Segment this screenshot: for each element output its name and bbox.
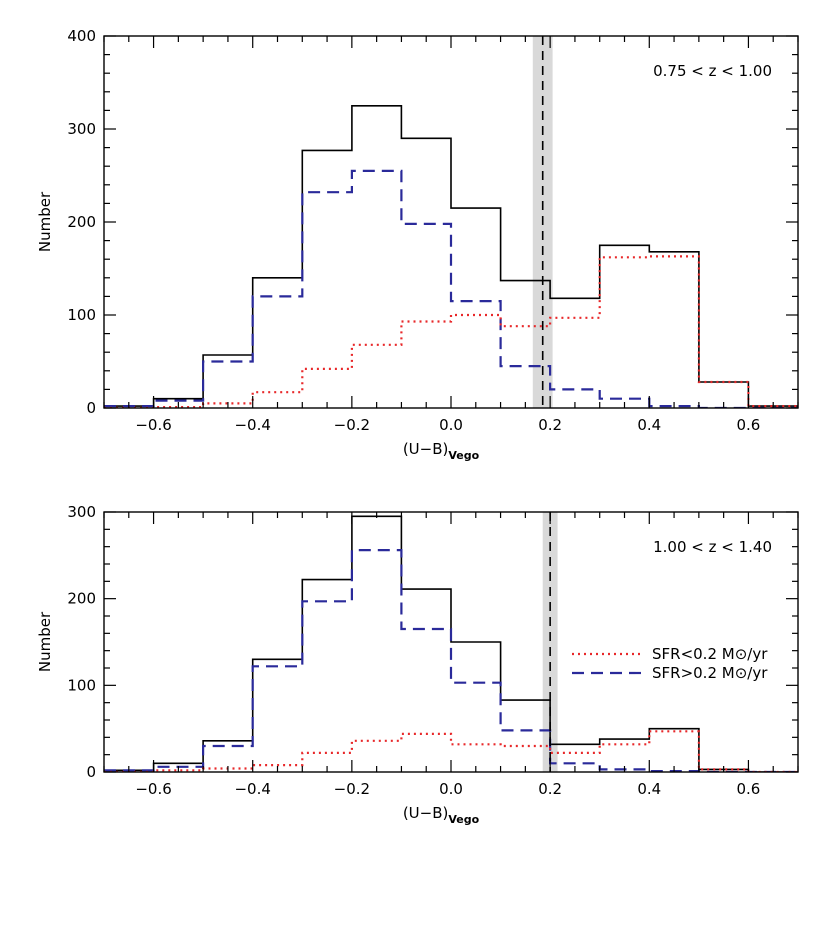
plot-area [104, 105, 798, 408]
x-tick-label: 0.0 [439, 780, 463, 798]
x-tick-label: −0.2 [334, 780, 370, 798]
x-tick-label: 0.0 [439, 416, 463, 434]
y-tick-label: 200 [67, 213, 96, 231]
series-all-line [104, 105, 798, 407]
x-tick-label: 0.4 [637, 416, 661, 434]
plot-frame [103, 35, 799, 409]
x-axis-title-sub: Vego [448, 813, 479, 826]
y-tick-label: 0 [86, 763, 96, 781]
redshift-annotation: 0.75 < z < 1.00 [653, 62, 772, 80]
x-tick-label: −0.6 [135, 780, 171, 798]
x-tick-label: −0.6 [135, 416, 171, 434]
panel-2: −0.6 −0.4 −0.2 0.0 0.2 0.4 0.6 0 100 200 300 Number… [36, 503, 799, 826]
series-all-line [104, 515, 798, 772]
y-tick-label: 100 [67, 306, 96, 324]
series-high-line [104, 549, 798, 772]
x-axis-title-main: (U−B) [403, 440, 449, 458]
y-tick-label: 100 [67, 676, 96, 694]
y-tick-label: 300 [67, 503, 96, 521]
legend-label-high: SFR>0.2 M⊙/yr [652, 664, 768, 682]
y-tick-label: 0 [86, 399, 96, 417]
x-tick-label: 0.6 [736, 780, 760, 798]
x-axis-title-main: (U−B) [403, 804, 449, 822]
x-tick-label: 0.6 [736, 416, 760, 434]
y-tick-label: 300 [67, 120, 96, 138]
x-axis-title: (U−B)Vego [403, 440, 480, 462]
x-tick-label: 0.4 [637, 780, 661, 798]
x-tick-label: −0.4 [234, 780, 270, 798]
redshift-annotation: 1.00 < z < 1.40 [653, 538, 772, 556]
x-axis-title-sub: Vego [448, 449, 479, 462]
legend-label-low: SFR<0.2 M⊙/yr [652, 645, 768, 663]
x-axis-title: (U−B)Vego [403, 804, 480, 826]
x-tick-label: 0.2 [538, 416, 562, 434]
y-tick-label: 200 [67, 590, 96, 608]
panel-1: −0.6 −0.4 −0.2 0.0 0.2 0.4 0.6 0 100 200 300 400 Num… [36, 27, 799, 462]
x-tick-label: −0.4 [234, 416, 270, 434]
y-axis-title: Number [36, 191, 54, 252]
y-tick-label: 400 [67, 27, 96, 45]
x-tick-label: −0.2 [334, 416, 370, 434]
x-tick-label: 0.2 [538, 780, 562, 798]
y-axis-title: Number [36, 611, 54, 672]
series-low-line [104, 255, 798, 408]
divider-band [542, 512, 558, 772]
